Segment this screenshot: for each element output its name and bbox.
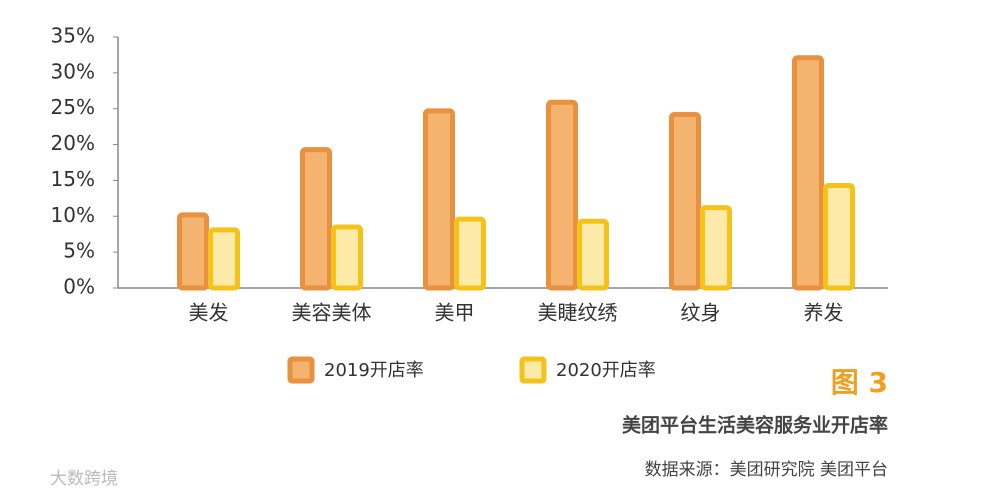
x-tick-label: 美容美体	[292, 301, 372, 325]
x-tick-label: 美甲	[435, 301, 475, 325]
bar	[823, 182, 855, 291]
y-tick-label: 5%	[63, 239, 95, 263]
y-tick-label: 0%	[63, 275, 95, 299]
legend-label: 2020开店率	[556, 360, 656, 381]
y-tick-label: 35%	[51, 24, 95, 48]
legend-label: 2019开店率	[324, 360, 424, 381]
bar	[208, 227, 240, 291]
bar	[454, 216, 486, 291]
bar	[423, 108, 455, 291]
y-tick-label: 10%	[51, 203, 95, 227]
y-tick-label: 15%	[51, 167, 95, 191]
y-tick-label: 30%	[51, 59, 95, 83]
figure-label: 图 3	[831, 366, 888, 399]
x-tick-label: 美睫纹绣	[538, 301, 618, 325]
legend-swatch	[287, 356, 315, 384]
bar	[792, 55, 824, 291]
x-tick-label: 美发	[189, 301, 229, 325]
x-tick-label: 养发	[804, 301, 844, 325]
legend-swatch	[519, 356, 547, 384]
chart-title: 美团平台生活美容服务业开店率	[622, 414, 888, 437]
x-tick-label: 纹身	[681, 301, 721, 325]
bar	[331, 224, 363, 291]
bar	[669, 111, 701, 291]
source-note: 数据来源：美团研究院 美团平台	[645, 460, 888, 480]
bar	[300, 147, 332, 291]
bar	[546, 99, 578, 291]
watermark: 大数跨境	[50, 469, 118, 489]
bar	[700, 205, 732, 291]
y-tick-label: 25%	[51, 95, 95, 119]
y-tick-label: 20%	[51, 131, 95, 155]
bar	[177, 212, 209, 291]
bar	[577, 218, 609, 291]
